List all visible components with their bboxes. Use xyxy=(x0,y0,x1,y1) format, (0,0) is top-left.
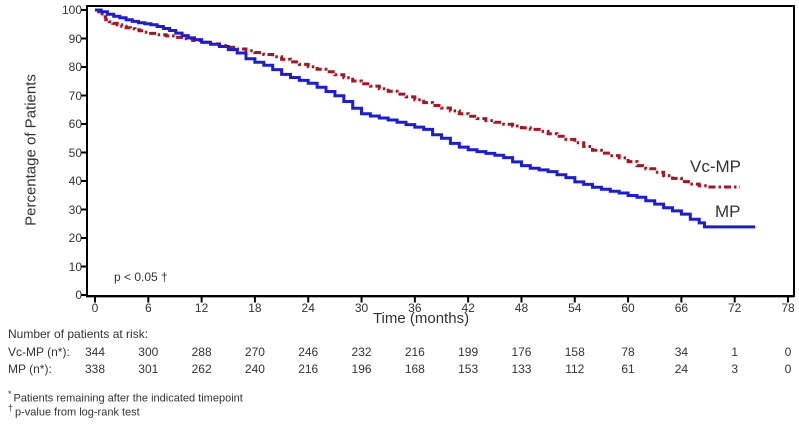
risk-cell: 158 xyxy=(564,345,585,359)
risk-cell: 61 xyxy=(621,362,635,376)
y-tick-label-20: 20 xyxy=(68,231,82,245)
risk-cell: 1 xyxy=(731,345,739,359)
pvalue-annotation: p < 0.05 † xyxy=(114,270,168,284)
risk-cell: 344 xyxy=(84,345,106,359)
survival-curve-vcmp xyxy=(95,8,740,189)
y-tick-label-50: 50 xyxy=(68,145,82,160)
y-tick-label-10: 10 xyxy=(68,259,82,274)
footnote-asterisk-text: Patients remaining after the indicated t… xyxy=(13,392,243,405)
risk-cell: 288 xyxy=(191,345,212,359)
risk-cell: 216 xyxy=(298,362,319,376)
risk-cell: 216 xyxy=(404,345,425,359)
footnote-asterisk: * Patients remaining after the indicated … xyxy=(8,389,243,405)
x-tick-label-54: 54 xyxy=(568,301,582,315)
risk-cell: 196 xyxy=(351,362,372,376)
risk-table-title: Number of patients at risk: xyxy=(8,327,149,341)
y-tick-label-0: 0 xyxy=(75,288,82,302)
risk-cell: 24 xyxy=(674,362,689,376)
series-label-mp: MP xyxy=(715,202,741,221)
risk-cell: 34 xyxy=(674,345,689,359)
x-tick-label-78: 78 xyxy=(781,301,795,315)
risk-cell: 199 xyxy=(458,345,479,359)
risk-cell: 301 xyxy=(138,362,159,376)
x-tick-label-6: 6 xyxy=(144,301,152,315)
x-tick-label-66: 66 xyxy=(674,301,689,315)
risk-cell: 240 xyxy=(244,362,265,376)
x-tick-label-12: 12 xyxy=(194,301,209,315)
risk-cell: 153 xyxy=(458,362,479,376)
y-tick-label-100: 100 xyxy=(61,3,82,17)
risk-cell: 168 xyxy=(404,362,425,376)
footnote-dagger: † p-value from log-rank test xyxy=(8,403,140,419)
risk-cell: 176 xyxy=(511,345,532,359)
y-tick-label-30: 30 xyxy=(68,202,82,217)
risk-cell: 133 xyxy=(511,362,532,376)
risk-row-label-vcmp: Vc-MP (n*): xyxy=(8,345,70,359)
y-tick-label-60: 60 xyxy=(68,117,82,131)
risk-cell: 338 xyxy=(84,362,106,376)
x-tick-label-24: 24 xyxy=(301,301,315,315)
risk-cell: 112 xyxy=(565,362,585,376)
x-tick-label-18: 18 xyxy=(248,301,262,315)
plot-border xyxy=(86,5,795,297)
footnote-dagger-text: p-value from log-rank test xyxy=(15,406,140,419)
x-tick-label-42: 42 xyxy=(461,301,475,315)
risk-cell: 270 xyxy=(244,345,265,359)
y-tick-label-40: 40 xyxy=(68,174,82,188)
risk-cell: 300 xyxy=(138,345,159,359)
y-tick-label-90: 90 xyxy=(68,31,82,46)
y-tick-label-80: 80 xyxy=(68,60,82,74)
x-axis-title: Time (months) xyxy=(372,310,470,327)
x-tick-label-30: 30 xyxy=(354,301,369,315)
risk-cell: 0 xyxy=(784,345,792,359)
risk-cell: 232 xyxy=(351,345,372,359)
x-tick-label-60: 60 xyxy=(621,301,635,315)
series-label-vcmp: Vc-MP xyxy=(690,157,741,176)
risk-cell: 3 xyxy=(731,362,739,376)
footnote-asterisk-marker: * xyxy=(8,389,12,399)
y-axis-title: Percentage of Patients xyxy=(22,74,40,226)
risk-cell: 262 xyxy=(191,362,212,376)
x-tick-label-0: 0 xyxy=(91,301,99,315)
risk-cell: 246 xyxy=(298,345,319,359)
x-tick-label-36: 36 xyxy=(408,301,422,315)
risk-cell: 0 xyxy=(784,362,792,376)
x-tick-label-48: 48 xyxy=(514,301,529,315)
risk-cell: 78 xyxy=(621,345,635,359)
y-tick-label-70: 70 xyxy=(68,88,82,103)
footnote-dagger-marker: † xyxy=(8,403,14,413)
survival-curve-mp xyxy=(95,8,756,229)
risk-row-label-mp: MP (n*): xyxy=(8,362,52,376)
x-tick-label-72: 72 xyxy=(728,301,742,315)
